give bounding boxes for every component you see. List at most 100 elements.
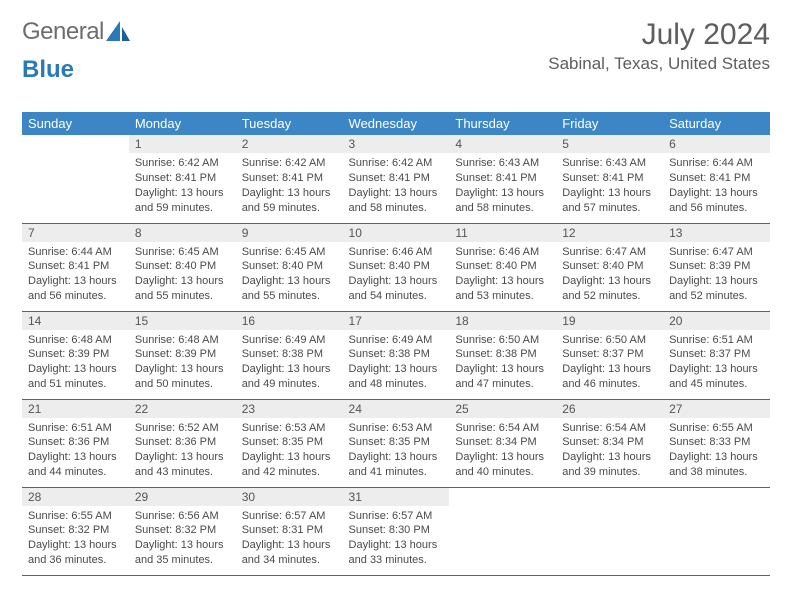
calendar-cell: 15Sunrise: 6:48 AMSunset: 8:39 PMDayligh… bbox=[129, 311, 236, 399]
day-number: 26 bbox=[556, 400, 663, 418]
day-content: Sunrise: 6:46 AMSunset: 8:40 PMDaylight:… bbox=[449, 242, 556, 308]
day-content: Sunrise: 6:47 AMSunset: 8:39 PMDaylight:… bbox=[663, 242, 770, 308]
logo-text-2: Blue bbox=[22, 56, 74, 83]
day-content: Sunrise: 6:51 AMSunset: 8:36 PMDaylight:… bbox=[22, 418, 129, 484]
calendar-cell bbox=[556, 487, 663, 575]
calendar-cell: 19Sunrise: 6:50 AMSunset: 8:37 PMDayligh… bbox=[556, 311, 663, 399]
calendar-cell: 7Sunrise: 6:44 AMSunset: 8:41 PMDaylight… bbox=[22, 223, 129, 311]
calendar-cell: 11Sunrise: 6:46 AMSunset: 8:40 PMDayligh… bbox=[449, 223, 556, 311]
logo-text-1: General bbox=[22, 18, 104, 46]
calendar-cell: 2Sunrise: 6:42 AMSunset: 8:41 PMDaylight… bbox=[236, 135, 343, 223]
day-number: 31 bbox=[343, 488, 450, 506]
calendar-cell: 20Sunrise: 6:51 AMSunset: 8:37 PMDayligh… bbox=[663, 311, 770, 399]
day-number: 10 bbox=[343, 224, 450, 242]
day-number: 11 bbox=[449, 224, 556, 242]
calendar-cell: 22Sunrise: 6:52 AMSunset: 8:36 PMDayligh… bbox=[129, 399, 236, 487]
weekday-header: Sunday bbox=[22, 112, 129, 135]
weekday-header: Friday bbox=[556, 112, 663, 135]
calendar-cell bbox=[22, 135, 129, 223]
day-number: 25 bbox=[449, 400, 556, 418]
calendar-cell: 16Sunrise: 6:49 AMSunset: 8:38 PMDayligh… bbox=[236, 311, 343, 399]
weekday-header: Monday bbox=[129, 112, 236, 135]
day-content: Sunrise: 6:48 AMSunset: 8:39 PMDaylight:… bbox=[129, 330, 236, 396]
calendar-cell: 27Sunrise: 6:55 AMSunset: 8:33 PMDayligh… bbox=[663, 399, 770, 487]
calendar-row: 28Sunrise: 6:55 AMSunset: 8:32 PMDayligh… bbox=[22, 487, 770, 575]
weekday-header: Tuesday bbox=[236, 112, 343, 135]
calendar-cell: 1Sunrise: 6:42 AMSunset: 8:41 PMDaylight… bbox=[129, 135, 236, 223]
day-content: Sunrise: 6:42 AMSunset: 8:41 PMDaylight:… bbox=[129, 153, 236, 219]
calendar-cell: 5Sunrise: 6:43 AMSunset: 8:41 PMDaylight… bbox=[556, 135, 663, 223]
day-number: 27 bbox=[663, 400, 770, 418]
logo: General bbox=[22, 18, 132, 46]
calendar-cell: 23Sunrise: 6:53 AMSunset: 8:35 PMDayligh… bbox=[236, 399, 343, 487]
calendar-row: 7Sunrise: 6:44 AMSunset: 8:41 PMDaylight… bbox=[22, 223, 770, 311]
calendar-cell: 17Sunrise: 6:49 AMSunset: 8:38 PMDayligh… bbox=[343, 311, 450, 399]
calendar-cell: 25Sunrise: 6:54 AMSunset: 8:34 PMDayligh… bbox=[449, 399, 556, 487]
day-number: 1 bbox=[129, 135, 236, 153]
calendar-cell: 9Sunrise: 6:45 AMSunset: 8:40 PMDaylight… bbox=[236, 223, 343, 311]
day-content: Sunrise: 6:42 AMSunset: 8:41 PMDaylight:… bbox=[343, 153, 450, 219]
day-number: 23 bbox=[236, 400, 343, 418]
day-number: 3 bbox=[343, 135, 450, 153]
calendar-cell: 14Sunrise: 6:48 AMSunset: 8:39 PMDayligh… bbox=[22, 311, 129, 399]
day-content: Sunrise: 6:49 AMSunset: 8:38 PMDaylight:… bbox=[343, 330, 450, 396]
calendar-cell: 30Sunrise: 6:57 AMSunset: 8:31 PMDayligh… bbox=[236, 487, 343, 575]
day-content: Sunrise: 6:50 AMSunset: 8:38 PMDaylight:… bbox=[449, 330, 556, 396]
calendar-row: 1Sunrise: 6:42 AMSunset: 8:41 PMDaylight… bbox=[22, 135, 770, 223]
calendar-cell: 8Sunrise: 6:45 AMSunset: 8:40 PMDaylight… bbox=[129, 223, 236, 311]
day-number: 20 bbox=[663, 312, 770, 330]
day-number: 16 bbox=[236, 312, 343, 330]
day-number: 18 bbox=[449, 312, 556, 330]
day-content: Sunrise: 6:43 AMSunset: 8:41 PMDaylight:… bbox=[556, 153, 663, 219]
day-number: 13 bbox=[663, 224, 770, 242]
day-number: 7 bbox=[22, 224, 129, 242]
day-content: Sunrise: 6:44 AMSunset: 8:41 PMDaylight:… bbox=[663, 153, 770, 219]
calendar-cell: 13Sunrise: 6:47 AMSunset: 8:39 PMDayligh… bbox=[663, 223, 770, 311]
day-number: 21 bbox=[22, 400, 129, 418]
day-number: 22 bbox=[129, 400, 236, 418]
day-number: 2 bbox=[236, 135, 343, 153]
day-number: 17 bbox=[343, 312, 450, 330]
day-content: Sunrise: 6:47 AMSunset: 8:40 PMDaylight:… bbox=[556, 242, 663, 308]
day-content: Sunrise: 6:45 AMSunset: 8:40 PMDaylight:… bbox=[236, 242, 343, 308]
day-number: 12 bbox=[556, 224, 663, 242]
day-content: Sunrise: 6:49 AMSunset: 8:38 PMDaylight:… bbox=[236, 330, 343, 396]
day-number: 5 bbox=[556, 135, 663, 153]
day-number: 19 bbox=[556, 312, 663, 330]
calendar-row: 21Sunrise: 6:51 AMSunset: 8:36 PMDayligh… bbox=[22, 399, 770, 487]
weekday-header-row: SundayMondayTuesdayWednesdayThursdayFrid… bbox=[22, 112, 770, 135]
calendar-cell: 28Sunrise: 6:55 AMSunset: 8:32 PMDayligh… bbox=[22, 487, 129, 575]
day-content: Sunrise: 6:53 AMSunset: 8:35 PMDaylight:… bbox=[343, 418, 450, 484]
day-number: 30 bbox=[236, 488, 343, 506]
weekday-header: Wednesday bbox=[343, 112, 450, 135]
month-title: July 2024 bbox=[548, 18, 770, 52]
day-content: Sunrise: 6:53 AMSunset: 8:35 PMDaylight:… bbox=[236, 418, 343, 484]
calendar-body: 1Sunrise: 6:42 AMSunset: 8:41 PMDaylight… bbox=[22, 135, 770, 575]
logo-sail-icon bbox=[106, 21, 132, 43]
calendar-row: 14Sunrise: 6:48 AMSunset: 8:39 PMDayligh… bbox=[22, 311, 770, 399]
day-number: 6 bbox=[663, 135, 770, 153]
calendar-cell: 12Sunrise: 6:47 AMSunset: 8:40 PMDayligh… bbox=[556, 223, 663, 311]
calendar-cell: 21Sunrise: 6:51 AMSunset: 8:36 PMDayligh… bbox=[22, 399, 129, 487]
calendar-cell: 31Sunrise: 6:57 AMSunset: 8:30 PMDayligh… bbox=[343, 487, 450, 575]
day-content: Sunrise: 6:56 AMSunset: 8:32 PMDaylight:… bbox=[129, 506, 236, 572]
day-number: 9 bbox=[236, 224, 343, 242]
calendar-cell: 3Sunrise: 6:42 AMSunset: 8:41 PMDaylight… bbox=[343, 135, 450, 223]
weekday-header: Saturday bbox=[663, 112, 770, 135]
calendar-cell: 26Sunrise: 6:54 AMSunset: 8:34 PMDayligh… bbox=[556, 399, 663, 487]
day-content: Sunrise: 6:52 AMSunset: 8:36 PMDaylight:… bbox=[129, 418, 236, 484]
day-number: 4 bbox=[449, 135, 556, 153]
day-number: 24 bbox=[343, 400, 450, 418]
day-content: Sunrise: 6:57 AMSunset: 8:30 PMDaylight:… bbox=[343, 506, 450, 572]
calendar-cell: 29Sunrise: 6:56 AMSunset: 8:32 PMDayligh… bbox=[129, 487, 236, 575]
day-content: Sunrise: 6:57 AMSunset: 8:31 PMDaylight:… bbox=[236, 506, 343, 572]
day-number: 15 bbox=[129, 312, 236, 330]
day-content: Sunrise: 6:44 AMSunset: 8:41 PMDaylight:… bbox=[22, 242, 129, 308]
day-content: Sunrise: 6:55 AMSunset: 8:32 PMDaylight:… bbox=[22, 506, 129, 572]
calendar-cell: 6Sunrise: 6:44 AMSunset: 8:41 PMDaylight… bbox=[663, 135, 770, 223]
calendar-cell bbox=[663, 487, 770, 575]
day-content: Sunrise: 6:54 AMSunset: 8:34 PMDaylight:… bbox=[449, 418, 556, 484]
day-number: 8 bbox=[129, 224, 236, 242]
day-content: Sunrise: 6:55 AMSunset: 8:33 PMDaylight:… bbox=[663, 418, 770, 484]
day-content: Sunrise: 6:46 AMSunset: 8:40 PMDaylight:… bbox=[343, 242, 450, 308]
